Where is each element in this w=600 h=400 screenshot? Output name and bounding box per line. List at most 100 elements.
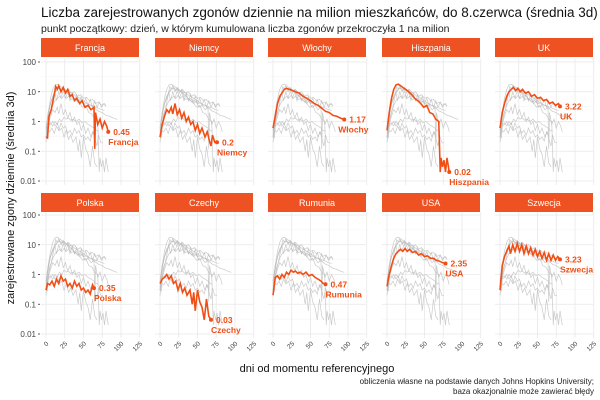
highlight-series-line <box>45 83 110 149</box>
x-tick-label: 50 <box>419 340 429 350</box>
facet-strip <box>41 38 139 57</box>
background-series-line <box>386 103 444 147</box>
background-series-line <box>499 121 549 143</box>
x-tick-label: 25 <box>286 340 296 350</box>
background-series-line <box>272 116 326 143</box>
y-tick-label: 0.01 <box>20 177 36 186</box>
background-series-line <box>499 103 557 147</box>
highlight-series-line <box>272 87 345 129</box>
y-tick-label: 10 <box>27 241 36 250</box>
last-value-label: 0.03 <box>216 315 233 325</box>
x-tick-label: 50 <box>305 340 315 350</box>
facet-strip <box>382 38 480 57</box>
background-series-line <box>499 274 549 296</box>
facet-strip-label: UK <box>538 43 551 53</box>
facet-strip-label: Szwecja <box>527 198 561 208</box>
caption-line-1: obliczenia własne na podstawie danych Jo… <box>360 377 594 386</box>
background-series-line <box>386 269 440 296</box>
x-tick-label: 100 <box>113 340 126 353</box>
background-series-line <box>159 120 212 167</box>
x-tick-label: 100 <box>227 340 240 353</box>
y-tick-label: 100 <box>23 58 37 67</box>
country-label: Niemcy <box>217 147 248 157</box>
background-series-line <box>159 121 209 143</box>
last-value-label: 3.22 <box>565 101 582 111</box>
highlight-series-line <box>499 86 561 129</box>
x-tick-label: 0 <box>43 340 51 348</box>
background-series-line <box>45 116 99 143</box>
facet-strip <box>268 193 366 212</box>
background-series-line <box>272 83 336 173</box>
background-series-line <box>45 121 95 143</box>
x-tick-label: 75 <box>211 340 221 350</box>
background-series-line <box>386 273 439 320</box>
last-value-label: 0.47 <box>331 279 348 289</box>
background-series-line <box>272 256 330 300</box>
country-label: Rumunia <box>326 289 363 299</box>
facet-strip-label: Włochy <box>302 43 332 53</box>
last-point-marker <box>209 317 213 322</box>
last-value-label: 0.45 <box>113 127 130 137</box>
y-tick-label: 1 <box>32 271 37 280</box>
background-series-line <box>45 120 98 167</box>
country-label: Szwecja <box>560 264 593 274</box>
x-tick-label: 75 <box>97 340 107 350</box>
background-series-line <box>159 94 219 134</box>
last-value-label: 0.02 <box>454 167 471 177</box>
background-series-line <box>499 116 553 143</box>
caption-line-2: baza okazjonalnie może zawierać błędy <box>453 387 594 396</box>
background-series-line <box>159 274 209 296</box>
facet-strip <box>155 38 253 57</box>
background-series-line <box>499 83 563 173</box>
background-series-line <box>499 94 559 134</box>
background-series-line <box>45 269 99 296</box>
y-tick-label: 1 <box>32 118 37 127</box>
background-series-line <box>386 121 436 143</box>
background-series-line <box>499 256 557 300</box>
highlight-series-line <box>499 240 561 291</box>
facet-strip <box>495 193 593 212</box>
x-tick-label: 0 <box>157 340 165 348</box>
facet-strip-label: Niemcy <box>189 43 220 53</box>
last-point-marker <box>443 261 448 266</box>
x-tick-label: 75 <box>551 340 561 350</box>
country-label: UK <box>560 111 573 121</box>
background-series-line <box>499 269 553 296</box>
background-series-line <box>272 103 330 147</box>
x-tick-label: 75 <box>438 340 448 350</box>
x-tick-label: 25 <box>59 340 69 350</box>
x-tick-label: 25 <box>173 340 183 350</box>
country-label: Polska <box>94 293 122 303</box>
background-series-line <box>272 120 325 167</box>
facet-strip <box>155 193 253 212</box>
x-tick-label: 100 <box>567 340 580 353</box>
last-value-label: 2.35 <box>451 258 468 268</box>
x-tick-label: 125 <box>246 340 259 353</box>
background-series-line <box>45 273 98 320</box>
facet-strip <box>41 193 139 212</box>
background-series-line <box>386 116 440 143</box>
highlight-series-line <box>159 103 217 147</box>
background-series-line <box>45 242 107 291</box>
facet-strip-label: Rumunia <box>299 198 335 208</box>
x-tick-label: 0 <box>384 340 392 348</box>
country-label: Francja <box>108 137 139 147</box>
facet-strip-label: Hiszpania <box>411 43 451 53</box>
background-series-line <box>45 94 105 134</box>
chart-subtitle: punkt początkowy: dzień, w którym kumulo… <box>41 23 450 35</box>
y-tick-label: 0.1 <box>25 147 37 156</box>
background-series-line <box>272 236 336 326</box>
x-tick-label: 100 <box>454 340 467 353</box>
country-label: Włochy <box>338 124 368 134</box>
facet-strip-label: USA <box>422 198 441 208</box>
facet-strip-label: Polska <box>76 198 103 208</box>
highlight-series-line <box>272 268 326 296</box>
facet-strip <box>382 193 480 212</box>
